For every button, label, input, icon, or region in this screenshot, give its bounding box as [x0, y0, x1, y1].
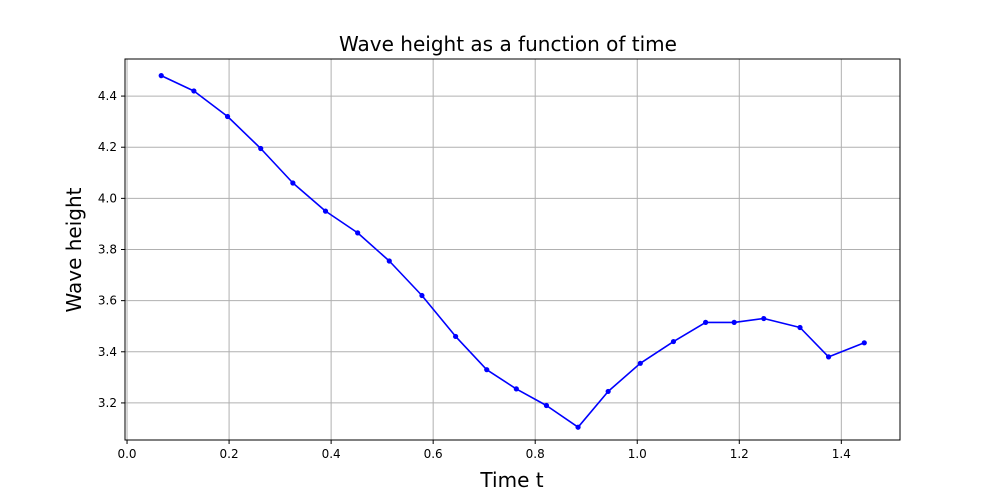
data-point — [386, 258, 392, 264]
data-point — [158, 73, 164, 79]
data-point — [825, 354, 832, 360]
data-point — [861, 340, 867, 346]
data-point — [670, 338, 677, 345]
x-tick-label: 0.0 — [117, 447, 136, 461]
data-point — [637, 360, 643, 366]
data-point — [731, 319, 737, 325]
y-tick-label: 4.2 — [98, 140, 117, 154]
data-point — [484, 367, 490, 373]
x-tick-label: 0.4 — [322, 447, 341, 461]
data-point — [453, 333, 459, 340]
y-tick-label: 3.8 — [98, 243, 117, 257]
data-point — [761, 315, 767, 322]
x-tick-label: 1.4 — [832, 447, 851, 461]
grid-lines — [125, 59, 900, 440]
data-point — [575, 424, 581, 430]
series-group — [158, 73, 867, 430]
data-point — [513, 386, 519, 392]
x-tick-label: 1.2 — [730, 447, 749, 461]
data-point — [797, 324, 803, 331]
x-axis-label: Time t — [479, 468, 543, 492]
data-point — [224, 113, 231, 120]
x-tick-label: 1.0 — [628, 447, 647, 461]
y-tick-label: 3.2 — [98, 396, 117, 410]
chart-title: Wave height as a function of time — [339, 32, 677, 56]
x-tick-label: 0.6 — [424, 447, 443, 461]
data-point — [605, 388, 611, 395]
y-axis-label: Wave height — [62, 187, 86, 312]
y-tick-label: 3.4 — [98, 345, 117, 359]
y-tick-label: 4.4 — [98, 89, 117, 103]
y-tick-label: 4.0 — [98, 191, 117, 205]
data-point — [703, 319, 709, 325]
x-tick-label: 0.8 — [526, 447, 545, 461]
y-tick-label: 3.6 — [98, 294, 117, 308]
data-point — [419, 292, 425, 299]
data-point — [191, 88, 197, 94]
data-point — [322, 208, 329, 214]
data-point — [290, 180, 296, 186]
data-point — [258, 145, 264, 152]
x-axis: 0.0 0.2 0.4 0.6 0.8 1.0 1.2 1.4 — [117, 440, 851, 461]
data-point — [355, 230, 361, 236]
x-tick-label: 0.2 — [220, 447, 239, 461]
y-axis: 3.2 3.4 3.6 3.8 4.0 4.2 4.4 — [98, 89, 125, 410]
data-point — [543, 402, 550, 409]
